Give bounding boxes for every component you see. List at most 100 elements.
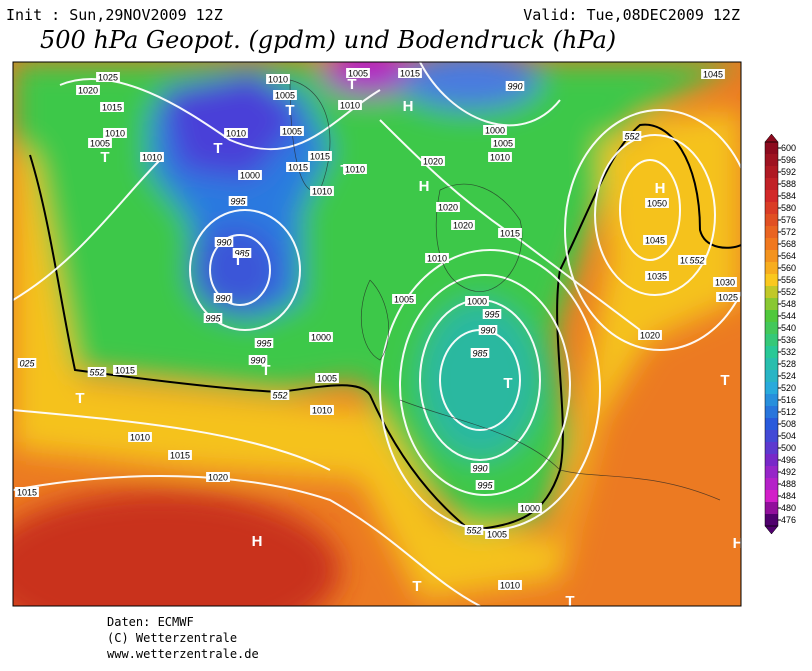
isobar-label: 1000 — [467, 297, 487, 307]
label-box — [622, 131, 642, 141]
label-box — [505, 81, 525, 91]
isobar-label: 1020 — [208, 473, 228, 483]
pressure-center: H — [733, 535, 744, 552]
pressure-center: H — [403, 98, 414, 115]
isobar-label: 1000 — [520, 504, 540, 514]
label-box — [286, 162, 310, 172]
isobar-label: 552 — [272, 391, 287, 401]
colorbar-label: 504 — [781, 431, 796, 441]
label-box — [645, 271, 669, 281]
colorbar-label: 580 — [781, 203, 796, 213]
isobar-label: 1015 — [400, 69, 420, 79]
label-box — [273, 90, 297, 100]
label-box — [254, 338, 274, 348]
colorbar-cell — [765, 394, 778, 406]
label-box — [498, 580, 522, 590]
label-box — [482, 309, 502, 319]
colorbar-label: 572 — [781, 227, 796, 237]
colorbar-cell — [765, 286, 778, 298]
colorbar-cell — [765, 298, 778, 310]
pressure-center: T — [213, 140, 222, 157]
label-box — [88, 138, 112, 148]
isobar-label: 1010 — [142, 153, 162, 163]
pressure-center: T — [503, 375, 512, 392]
isobar-label: 990 — [216, 238, 231, 248]
colorbar-cell — [765, 142, 778, 154]
isobar-label: 985 — [234, 249, 250, 259]
colorbar-cell — [765, 226, 778, 238]
label-box — [248, 355, 268, 365]
colorbar-cell — [765, 238, 778, 250]
pressure-center: T — [565, 593, 574, 610]
pressure-center: T — [285, 102, 294, 119]
isobar-label: 1010 — [312, 187, 332, 197]
colorbar-label: 532 — [781, 347, 796, 357]
label-box — [280, 126, 304, 136]
colorbar-cell — [765, 454, 778, 466]
isobar-label: 1020 — [640, 331, 660, 341]
isobar-label: 990 — [480, 326, 495, 336]
label-box — [475, 480, 495, 490]
colorbar-cap — [764, 525, 779, 535]
pressure-center: H — [419, 178, 430, 195]
valid-time: Valid: Tue,08DEC2009 12Z — [523, 6, 740, 24]
colorbar-cell — [765, 442, 778, 454]
label-box — [113, 365, 137, 375]
isobar-label: 995 — [477, 481, 493, 491]
colorbar-cell — [765, 262, 778, 274]
pressure-center: T — [347, 76, 356, 93]
isobar-label: 1005 — [493, 139, 513, 149]
isobar-label: 1015 — [500, 229, 520, 239]
label-box — [687, 255, 707, 265]
colorbar-cell — [765, 358, 778, 370]
label-box — [17, 358, 37, 368]
colorbar-label: 568 — [781, 239, 796, 249]
isobar-label: 990 — [215, 294, 230, 304]
pressure-center: T — [233, 252, 242, 269]
source: Daten: ECMWF — [107, 615, 194, 629]
colorbar-label: 576 — [781, 215, 796, 225]
label-box — [398, 68, 422, 78]
label-box — [638, 330, 662, 340]
isobar-label: 1010 — [345, 165, 365, 175]
colorbar-label: 584 — [781, 191, 796, 201]
colorbar-label: 592 — [781, 167, 796, 177]
colorbar-frame — [764, 141, 779, 527]
label-box — [465, 296, 489, 306]
copyright: (C) Wetterzentrale — [107, 631, 237, 645]
colorbar-label: 484 — [781, 491, 796, 501]
isobar-label: 1015 — [17, 488, 37, 498]
colorbar-cap — [764, 133, 779, 143]
isobar-label: 995 — [205, 314, 221, 324]
label-box — [488, 152, 512, 162]
colorbar-cell — [765, 154, 778, 166]
isobar-label: 1050 — [647, 199, 667, 209]
label-box — [315, 373, 339, 383]
isobar-label: 1015 — [115, 366, 135, 376]
label-box — [346, 68, 370, 78]
colorbar-label: 536 — [781, 335, 796, 345]
isobar-label: 1010 — [130, 433, 150, 443]
isobar-label: 552 — [689, 256, 704, 266]
label-box — [478, 325, 498, 335]
colorbar-label: 556 — [781, 275, 796, 285]
label-box — [238, 170, 262, 180]
colorbar-label: 480 — [781, 503, 796, 513]
colorbar-label: 600 — [781, 143, 796, 153]
isobar-label: 995 — [256, 339, 272, 349]
map: 102510201015101010051010TT10101010100510… — [13, 62, 744, 610]
isobar-label: 1000 — [311, 333, 331, 343]
colorbar-label: 552 — [781, 287, 796, 297]
isobar-label: 1045 — [645, 236, 665, 246]
colorbar-label: 540 — [781, 323, 796, 333]
colorbar-cell — [765, 490, 778, 502]
label-box — [643, 235, 667, 245]
url: www.wetterzentrale.de — [107, 647, 259, 661]
isobar-label: 1015 — [102, 103, 122, 113]
isobar-label: 995 — [484, 310, 500, 320]
colorbar-cell — [765, 310, 778, 322]
label-box — [76, 85, 100, 95]
label-box — [214, 237, 234, 247]
label-box — [451, 220, 475, 230]
label-box — [266, 74, 290, 84]
